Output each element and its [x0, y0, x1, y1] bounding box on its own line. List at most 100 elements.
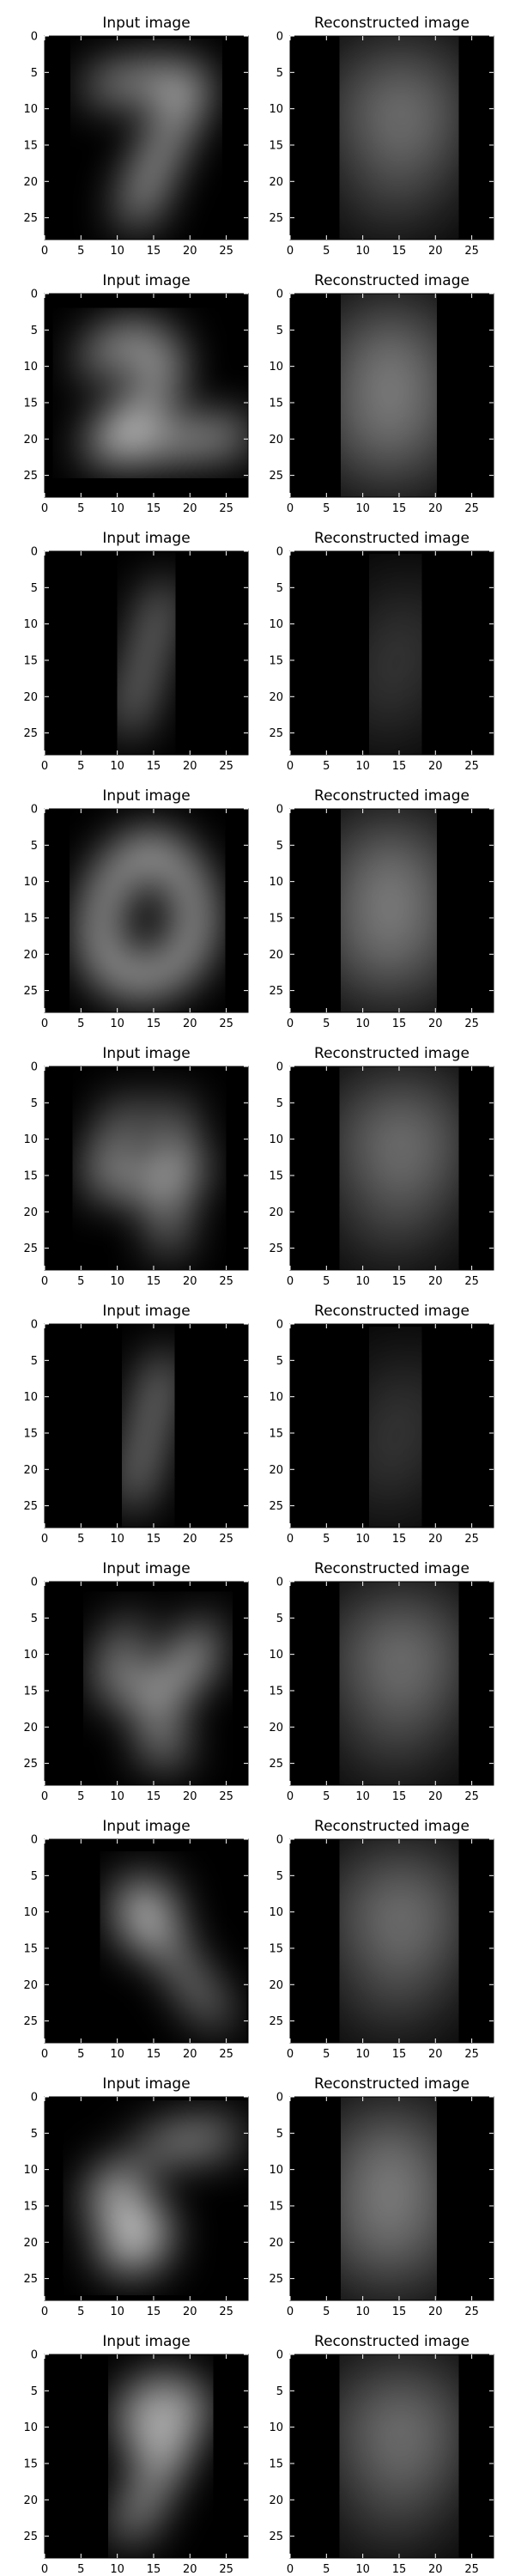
input-digit-image [119, 582, 173, 735]
y-tick-label: 0 [276, 1061, 283, 1074]
y-tick-label: 0 [31, 1577, 38, 1589]
x-tick-label: 0 [41, 1018, 48, 1030]
y-tick-label: 25 [269, 212, 283, 225]
y-tick-label: 20 [269, 434, 283, 447]
y-tick-label: 20 [23, 949, 38, 962]
digit-core [355, 1099, 443, 1247]
x-tick-label: 15 [392, 1275, 407, 1288]
x-tick-label: 5 [323, 2048, 330, 2061]
digit-stroke-core [375, 1895, 434, 2020]
x-tick-label: 10 [110, 2048, 124, 2061]
reconstructed-digit-image [349, 1607, 449, 1768]
y-tick-label: 25 [23, 727, 38, 740]
x-tick-label: 0 [287, 2048, 294, 2061]
y-tick-label: 10 [269, 876, 283, 889]
x-tick-label: 10 [355, 2563, 370, 2576]
x-tick-label: 10 [110, 245, 124, 258]
panel-frame [44, 2096, 249, 2301]
y-tick-label: 20 [269, 949, 283, 962]
input-image-panel: Input image 0 5 10 15 20 25 0 5 10 15 20 25 [23, 1045, 249, 1288]
y-tick-label: 15 [23, 2458, 38, 2470]
x-tick-label: 0 [41, 1790, 48, 1803]
panel-title: Input image [102, 15, 190, 32]
input-digit-image [82, 327, 248, 459]
panel-frame [44, 1838, 249, 2044]
digit-stroke [119, 582, 173, 735]
x-tick-label: 5 [77, 245, 84, 258]
x-tick-label: 5 [77, 1533, 84, 1546]
y-tick-label: 15 [269, 1170, 283, 1182]
y-tick-label: 25 [23, 1758, 38, 1771]
reconstructed-digit-image [349, 2380, 449, 2541]
y-tick-label: 25 [269, 985, 283, 998]
panel-title: Reconstructed image [314, 15, 470, 32]
digit-stroke [116, 2390, 206, 2541]
panel-title: Input image [102, 530, 190, 547]
x-tick-label: 25 [219, 2563, 233, 2576]
input-digit-image [122, 1354, 174, 1509]
y-tick-label: 10 [23, 1649, 38, 1662]
panel-title: Reconstructed image [314, 787, 470, 805]
x-tick-label: 15 [392, 760, 407, 773]
x-tick-label: 15 [392, 502, 407, 515]
x-tick-label: 20 [428, 760, 443, 773]
panel-frame [44, 550, 249, 756]
reconstructed-digit-image [367, 589, 423, 736]
x-tick-label: 20 [428, 1533, 443, 1546]
y-tick-label: 0 [276, 1319, 283, 1332]
reconstructed-image-panel: Reconstructed image 0 5 10 15 20 25 0 5 10 15 20 25 [269, 15, 494, 258]
x-tick-label: 10 [355, 1275, 370, 1288]
panel-frame [289, 1323, 494, 1528]
y-tick-label: 20 [23, 1722, 38, 1735]
y-tick-label: 10 [23, 1391, 38, 1404]
y-tick-label: 10 [269, 2421, 283, 2434]
y-tick-label: 25 [23, 470, 38, 483]
input-image-panel: Input image 0 5 10 15 20 25 0 5 10 15 20 25 [23, 272, 249, 515]
y-tick-label: 5 [276, 840, 283, 853]
x-tick-label: 15 [392, 1790, 407, 1803]
y-tick-label: 20 [23, 1206, 38, 1219]
digit-stroke-core [351, 322, 427, 462]
y-tick-label: 15 [269, 139, 283, 152]
digit-strokes [116, 2379, 206, 2541]
y-tick-label: 25 [269, 1500, 283, 1513]
y-tick-label: 20 [269, 1722, 283, 1735]
y-tick-label: 5 [31, 1097, 38, 1110]
y-tick-label: 20 [23, 176, 38, 189]
x-tick-label: 20 [428, 1018, 443, 1030]
y-tick-label: 10 [269, 361, 283, 374]
y-tick-label: 0 [276, 31, 283, 44]
digit-core [351, 322, 427, 462]
x-tick-label: 5 [323, 245, 330, 258]
x-tick-label: 15 [147, 1533, 161, 1546]
y-tick-label: 10 [269, 1391, 283, 1404]
panel-title: Reconstructed image [314, 1303, 470, 1320]
x-tick-label: 0 [287, 245, 294, 258]
x-tick-label: 20 [428, 2048, 443, 2061]
x-tick-label: 5 [323, 502, 330, 515]
panel-frame [44, 1066, 249, 1271]
x-tick-label: 10 [110, 1533, 124, 1546]
y-tick-label: 15 [269, 397, 283, 410]
x-tick-label: 10 [355, 245, 370, 258]
y-tick-label: 20 [23, 434, 38, 447]
y-tick-label: 0 [31, 546, 38, 559]
x-tick-label: 25 [219, 1790, 233, 1803]
y-tick-label: 5 [31, 2128, 38, 2141]
y-tick-label: 10 [269, 1649, 283, 1662]
x-tick-label: 5 [323, 1018, 330, 1030]
y-tick-label: 15 [23, 1942, 38, 1955]
x-tick-label: 20 [183, 245, 197, 258]
x-tick-label: 5 [77, 2563, 84, 2576]
x-tick-label: 25 [464, 1533, 479, 1546]
x-tick-label: 10 [110, 760, 124, 773]
y-tick-label: 15 [269, 1942, 283, 1955]
y-tick-label: 20 [269, 1979, 283, 1992]
x-tick-label: 5 [323, 760, 330, 773]
y-tick-label: 20 [269, 176, 283, 189]
x-tick-label: 15 [392, 2563, 407, 2576]
y-tick-label: 5 [31, 67, 38, 80]
y-tick-label: 0 [276, 2092, 283, 2105]
x-tick-label: 15 [392, 1018, 407, 1030]
